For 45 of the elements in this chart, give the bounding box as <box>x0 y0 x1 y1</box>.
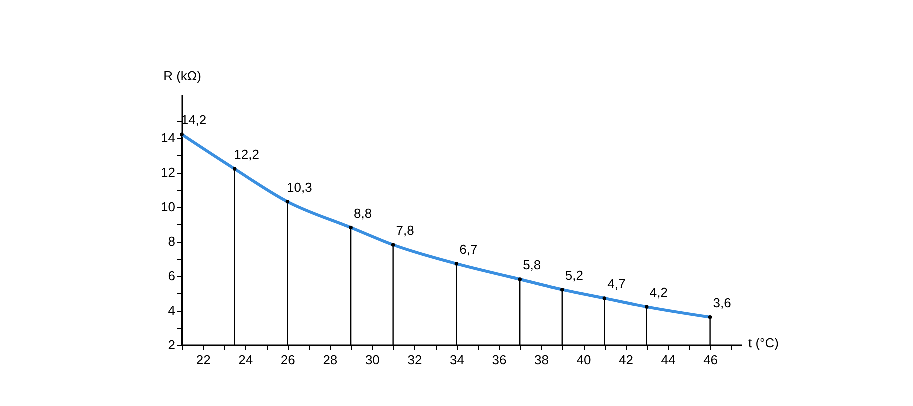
data-label: 4,7 <box>608 276 626 292</box>
x-tick-label: 38 <box>534 352 549 368</box>
x-tick-label: 30 <box>365 352 380 368</box>
x-tick-label: 32 <box>408 352 422 368</box>
data-label: 8,8 <box>354 206 372 221</box>
x-tick-label: 28 <box>323 352 338 368</box>
x-tick-label: 42 <box>619 352 634 368</box>
x-tick-label: 22 <box>196 352 211 368</box>
data-label: 5,8 <box>523 257 542 272</box>
x-tick-label: 40 <box>576 352 592 368</box>
x-tick-label: 44 <box>661 352 676 368</box>
data-label: 5,2 <box>565 268 584 283</box>
y-axis-title: R (kΩ) <box>164 68 202 84</box>
data-label: 4,2 <box>650 285 668 300</box>
point <box>180 132 184 137</box>
point <box>391 243 396 247</box>
y-tick-label: 14 <box>161 130 176 146</box>
data-label: 7,8 <box>396 223 414 238</box>
data-label: 14,2 <box>181 112 207 128</box>
y-tick-label: 4 <box>168 303 176 318</box>
point <box>560 288 564 292</box>
y-tick-label: 8 <box>168 234 176 250</box>
point <box>602 296 607 300</box>
point <box>518 278 522 282</box>
x-tick-label: 46 <box>704 352 718 368</box>
y-tick-label: 12 <box>161 165 176 180</box>
point <box>645 305 649 309</box>
point <box>232 167 237 172</box>
point <box>286 200 290 204</box>
y-tick-label: 6 <box>168 268 176 284</box>
x-tick-label: 34 <box>450 352 464 368</box>
point <box>349 226 353 230</box>
x-axis-title: t (°C) <box>748 336 779 350</box>
y-tick-label: 2 <box>168 338 176 352</box>
point <box>454 262 459 266</box>
data-label: 3,6 <box>713 295 732 310</box>
x-tick-label: 36 <box>492 352 507 368</box>
point <box>708 316 712 320</box>
data-label: 10,3 <box>287 180 312 195</box>
x-tick-label: 24 <box>238 352 254 368</box>
data-label: 12,2 <box>234 147 260 162</box>
line-series <box>180 133 712 319</box>
x-tick-label: 26 <box>280 352 296 368</box>
data-label: 6,7 <box>460 242 478 257</box>
y-tick-label: 10 <box>161 200 176 215</box>
